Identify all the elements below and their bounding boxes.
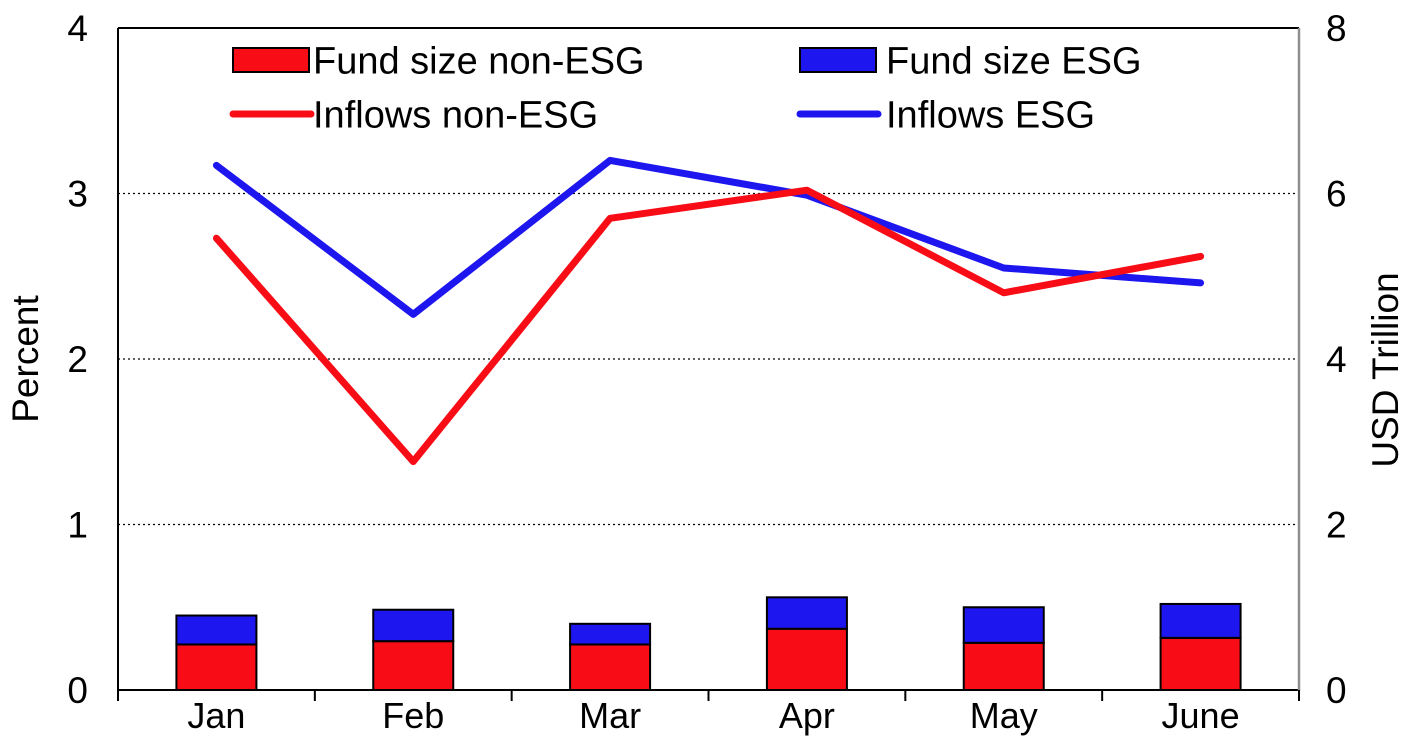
bar-segment-fund-size-non-esg	[1159, 636, 1242, 691]
bar-segment-fund-size-non-esg	[569, 643, 652, 691]
right-tick-label: 8	[1326, 8, 1347, 49]
legend-swatch-rect	[232, 47, 310, 73]
month-label: Feb	[382, 695, 444, 736]
month-label: June	[1162, 695, 1240, 736]
legend	[229, 47, 882, 118]
bar-segment-fund-size-non-esg	[765, 627, 848, 692]
legend-label: Inflows ESG	[886, 94, 1095, 136]
bar-segment-fund-size-esg	[569, 622, 652, 646]
bar-segment-fund-size-non-esg	[962, 641, 1045, 692]
legend-label: Fund size ESG	[886, 40, 1142, 82]
legend-label: Fund size non-ESG	[313, 40, 645, 82]
month-label: Apr	[779, 695, 835, 736]
bar-segment-fund-size-esg	[962, 606, 1045, 644]
right-tick-label: 6	[1326, 173, 1347, 214]
legend-swatch-rect	[799, 47, 877, 73]
line-inflows-esg	[212, 156, 1205, 318]
bar-segment-fund-size-esg	[765, 596, 848, 630]
left-tick-label: 0	[67, 670, 88, 711]
bar-segment-fund-size-esg	[372, 608, 455, 643]
bar-segment-fund-size-non-esg	[372, 640, 455, 691]
right-tick-label: 0	[1326, 670, 1347, 711]
month-label: May	[970, 695, 1038, 736]
left-tick-label: 4	[67, 8, 88, 49]
x-axis-ticks	[117, 690, 1300, 701]
line-inflows-non-esg	[212, 186, 1205, 466]
fund-size-bars	[175, 596, 1242, 692]
left-axis-title: Percent	[5, 295, 46, 423]
right-tick-label: 2	[1326, 504, 1347, 545]
legend-label: Inflows non-ESG	[313, 94, 598, 136]
left-tick-label: 1	[67, 504, 88, 545]
month-label: Jan	[187, 695, 245, 736]
left-tick-label: 3	[67, 173, 88, 214]
month-label: Mar	[579, 695, 641, 736]
left-tick-label: 2	[67, 339, 88, 380]
bar-segment-fund-size-esg	[175, 614, 258, 646]
bar-segment-fund-size-esg	[1159, 602, 1242, 639]
gridlines	[118, 192, 1299, 526]
right-tick-label: 4	[1326, 339, 1347, 380]
bar-segment-fund-size-non-esg	[175, 643, 258, 691]
right-axis-title: USD Trillion	[1365, 272, 1406, 467]
